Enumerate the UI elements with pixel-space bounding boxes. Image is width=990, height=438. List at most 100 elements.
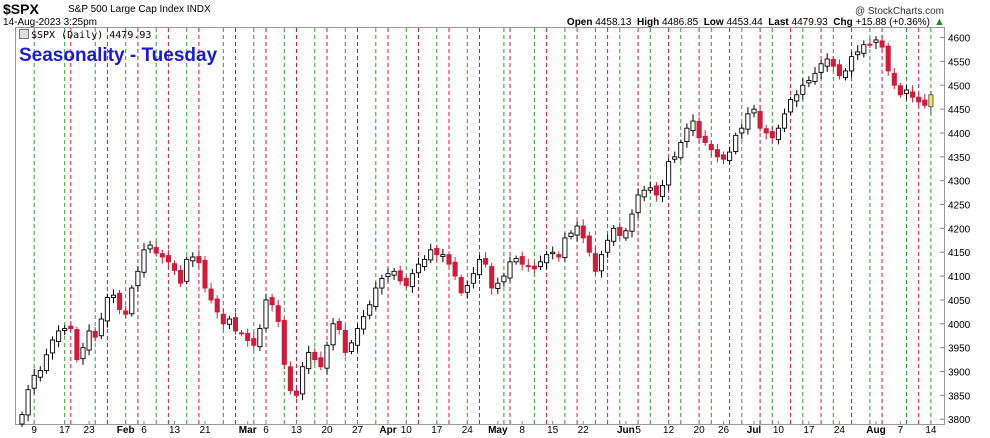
candle-body <box>513 257 519 263</box>
candle-body <box>458 277 464 294</box>
candle-body <box>629 213 635 232</box>
candle-body <box>409 273 415 288</box>
candle-body <box>592 253 598 272</box>
y-tick-label: 4050 <box>948 296 971 307</box>
candle-body <box>659 184 666 197</box>
candle-body <box>519 256 525 265</box>
x-tick-label: 26 <box>718 425 730 436</box>
candle-body <box>281 320 287 365</box>
candle-body <box>678 142 684 159</box>
candle-body <box>318 357 324 368</box>
candle-body <box>135 270 141 287</box>
candle-body <box>580 225 586 239</box>
y-tick-label: 4000 <box>948 320 971 331</box>
candle-body <box>117 292 123 310</box>
candle-body <box>56 330 62 342</box>
candle-body <box>348 342 354 352</box>
candle-body <box>422 258 428 268</box>
candle-body <box>824 58 830 67</box>
candle-body <box>489 266 495 289</box>
candle-body <box>123 310 129 315</box>
candle-body <box>202 259 208 289</box>
chg-label: Chg <box>833 17 853 28</box>
legend-text: $SPX (Daily) 4479.93 <box>31 30 152 41</box>
candle-body <box>86 330 92 351</box>
candle-body <box>257 328 263 348</box>
up-arrow-icon: ▲ <box>934 16 945 28</box>
candle-body <box>153 247 159 254</box>
candle-body <box>507 261 513 279</box>
candle-body <box>879 40 885 48</box>
chg-value: +15.88 (+0.36%) <box>855 17 931 28</box>
candle-body <box>867 43 873 46</box>
candle-body <box>403 278 409 287</box>
candle-body <box>74 329 80 361</box>
x-tick-label: 13 <box>169 425 181 436</box>
candle-body <box>251 338 257 346</box>
x-tick-label: May <box>488 425 508 436</box>
candle-body <box>476 258 483 276</box>
candle-body <box>245 332 251 341</box>
candle-body <box>781 113 788 129</box>
candle-body <box>641 189 647 198</box>
y-tick-label: 3950 <box>948 344 971 355</box>
candle-body <box>196 256 202 264</box>
candle-body <box>312 351 318 361</box>
candle-body <box>684 127 690 143</box>
x-tick-label: Jul <box>747 425 762 436</box>
candle-body <box>104 297 110 322</box>
candle-body <box>159 253 165 258</box>
candle-body <box>605 239 611 253</box>
candle-body <box>178 269 184 284</box>
candle-body <box>287 366 293 392</box>
candle-body <box>373 287 379 308</box>
candle-body <box>794 94 800 102</box>
candle-body <box>702 135 708 143</box>
x-tick-label: Jun <box>617 425 635 436</box>
candle-body <box>263 299 269 329</box>
open-label: Open <box>566 17 593 28</box>
candle-body <box>31 374 37 389</box>
y-tick-label: 3800 <box>948 415 971 426</box>
y-tick-label: 4550 <box>948 57 971 68</box>
y-tick-label: 4150 <box>948 248 971 259</box>
candle-body <box>171 263 178 271</box>
candle-body <box>239 332 245 335</box>
candle-body <box>184 258 190 282</box>
candle-body <box>544 254 550 264</box>
candle-body <box>708 143 714 151</box>
candle-body <box>226 318 232 325</box>
y-tick-label: 4350 <box>948 153 971 164</box>
x-tick-label: 17 <box>803 425 815 436</box>
plot-area[interactable] <box>15 27 945 425</box>
candle-body <box>586 235 592 253</box>
legend-swatch-icon <box>19 29 29 39</box>
symbol-description: S&P 500 Large Cap Index INDX <box>68 4 211 15</box>
candle-body <box>635 194 641 214</box>
candle-body <box>80 347 86 360</box>
low-value: 4453.44 <box>726 17 763 28</box>
y-tick-label: 3900 <box>948 368 971 379</box>
candle-body <box>19 414 25 425</box>
candle-body <box>830 59 836 67</box>
last-value: 4479.93 <box>791 17 828 28</box>
candle-body <box>129 287 135 315</box>
candle-body <box>574 225 580 236</box>
watermark: @ StockCharts.com <box>854 6 944 17</box>
candle-body <box>391 270 397 276</box>
candle-body <box>165 255 171 263</box>
candle-body <box>714 149 720 158</box>
candle-body <box>43 354 49 372</box>
high-label: High <box>636 17 660 28</box>
candle-body <box>354 328 361 346</box>
chart-title: Seasonality - Tuesday <box>19 45 218 66</box>
x-tick-label: 12 <box>663 425 675 436</box>
candle-body <box>568 232 574 237</box>
candle-body <box>653 185 659 196</box>
candle-body <box>336 320 342 330</box>
candle-body <box>141 249 147 273</box>
x-tick-label: 17 <box>431 425 443 436</box>
x-tick-label: Aug <box>866 425 885 436</box>
x-tick-label: 22 <box>578 425 590 436</box>
